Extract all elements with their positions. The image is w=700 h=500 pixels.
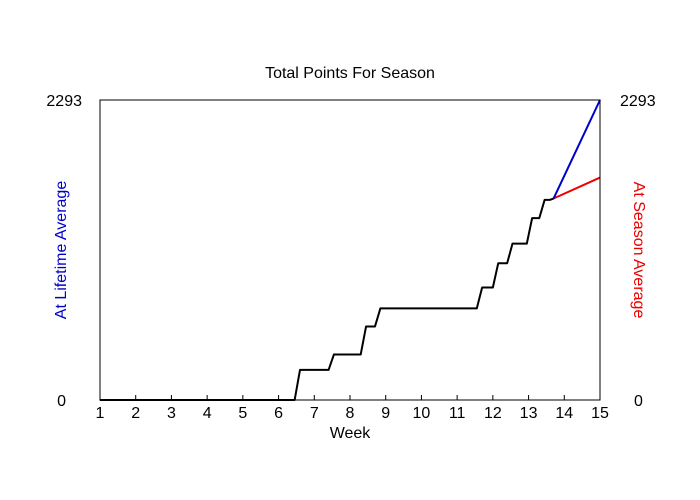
right-y-tick-top: 2293 bbox=[620, 93, 656, 110]
left-y-tick-top: 2293 bbox=[46, 93, 82, 110]
left-y-tick-bottom: 0 bbox=[57, 393, 66, 410]
x-tick-label: 12 bbox=[484, 405, 502, 422]
x-tick-label: 3 bbox=[167, 405, 176, 422]
x-tick-label: 11 bbox=[449, 405, 466, 422]
chart-title: Total Points For Season bbox=[265, 65, 435, 82]
x-tick-label: 4 bbox=[203, 405, 212, 422]
series-line-actual bbox=[100, 197, 554, 401]
x-tick-label: 5 bbox=[238, 405, 247, 422]
x-tick-label: 15 bbox=[591, 405, 609, 422]
x-tick-label: 13 bbox=[520, 405, 538, 422]
left-y-axis-label: At Lifetime Average bbox=[53, 181, 70, 320]
plot-lines bbox=[100, 99, 601, 401]
x-tick-label: 6 bbox=[274, 405, 283, 422]
x-tick-label: 8 bbox=[346, 405, 355, 422]
series-line-lifetime bbox=[552, 99, 601, 199]
x-tick-label: 1 bbox=[96, 405, 105, 422]
x-tick-label: 2 bbox=[131, 405, 140, 422]
right-y-axis-label: At Season Average bbox=[630, 182, 647, 319]
x-tick-label: 14 bbox=[555, 405, 573, 422]
x-tick-label: 9 bbox=[381, 405, 390, 422]
x-tick-label: 10 bbox=[413, 405, 431, 422]
series-line-season bbox=[553, 176, 601, 200]
right-y-tick-bottom: 0 bbox=[634, 393, 643, 410]
x-tick-label: 7 bbox=[310, 405, 319, 422]
x-axis-label: Week bbox=[330, 425, 372, 442]
x-axis-ticks: 1 2 3 4 5 6 7 8 9 10 11 12 13 14 15 bbox=[96, 395, 609, 422]
